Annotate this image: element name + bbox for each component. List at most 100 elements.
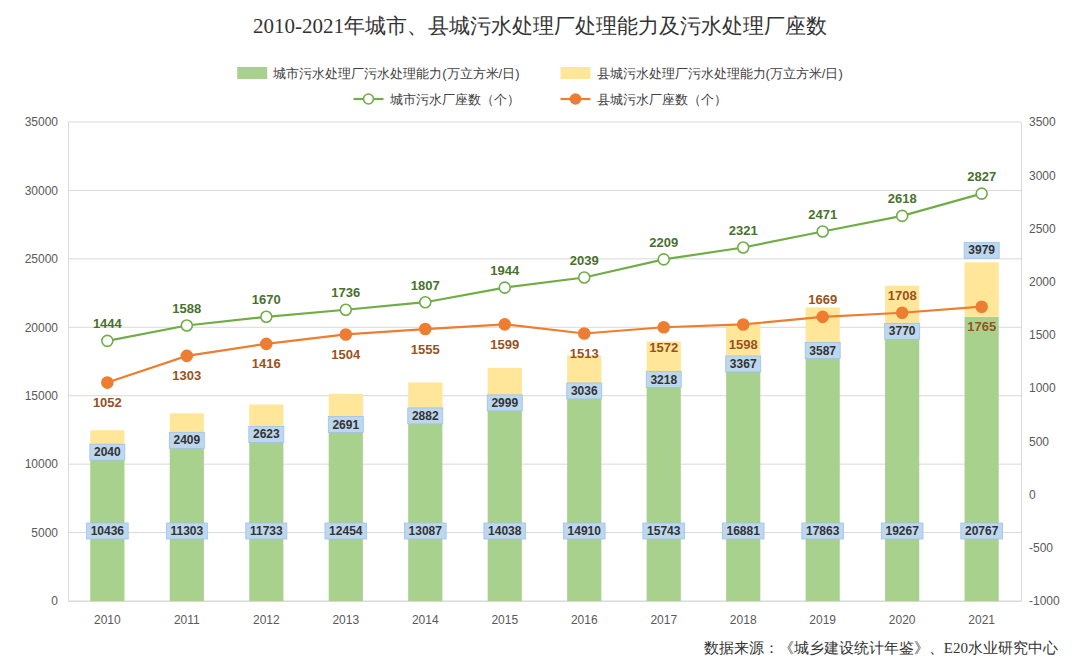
line-label: 1765 bbox=[967, 319, 996, 334]
legend-item: 县城污水厂座数（个） bbox=[561, 92, 727, 107]
chart: 2010-2021年城市、县城污水处理厂处理能力及污水处理厂座数 0 5000 100… bbox=[0, 0, 1080, 666]
label-box bbox=[643, 523, 685, 539]
marker bbox=[976, 188, 987, 199]
label-box bbox=[484, 523, 526, 539]
tick-label: 2017 bbox=[650, 613, 677, 627]
tick-label: 20000 bbox=[25, 321, 59, 335]
bar-label: 11733 bbox=[246, 523, 287, 539]
marker bbox=[658, 322, 669, 333]
bar bbox=[90, 430, 124, 458]
bar bbox=[965, 317, 999, 601]
tick-label: 2021 bbox=[968, 613, 995, 627]
marker bbox=[181, 350, 192, 361]
bar bbox=[408, 382, 442, 421]
label-box bbox=[567, 383, 602, 399]
tick-label: 2015 bbox=[491, 613, 518, 627]
marker bbox=[579, 272, 590, 283]
tick-label: 2013 bbox=[332, 613, 359, 627]
label-box bbox=[328, 417, 363, 433]
label-box bbox=[881, 523, 923, 539]
label-box bbox=[961, 523, 1003, 539]
legend-swatch bbox=[237, 67, 267, 79]
bar bbox=[806, 357, 840, 601]
bar-label-text: 14910 bbox=[568, 524, 602, 538]
tick: 0 bbox=[51, 594, 68, 608]
bar-label-text: 2409 bbox=[173, 433, 200, 447]
marker bbox=[261, 311, 272, 322]
bar bbox=[329, 431, 363, 601]
tick: 2013 bbox=[332, 601, 359, 627]
legend-label: 城市污水处理厂污水处理能力(万立方米/日) bbox=[272, 66, 519, 81]
bar-label-text: 10436 bbox=[91, 524, 125, 538]
marker bbox=[340, 329, 351, 340]
bar bbox=[329, 394, 363, 431]
label-box bbox=[964, 242, 999, 258]
line-label-text: 2618 bbox=[888, 191, 917, 206]
bar-label-text: 13087 bbox=[409, 524, 443, 538]
marker bbox=[976, 301, 987, 312]
grid-line bbox=[68, 395, 1021, 396]
bar bbox=[647, 386, 681, 601]
line-label: 1944 bbox=[490, 263, 520, 278]
y-axis: 05000100001500020000250003000035000 bbox=[25, 115, 69, 608]
line-label-text: 2471 bbox=[808, 207, 837, 222]
bar bbox=[567, 397, 601, 601]
bar-label-text: 14038 bbox=[488, 524, 522, 538]
legend-item: 城市污水处理厂污水处理能力(万立方米/日) bbox=[237, 66, 519, 81]
legend-label: 城市污水厂座数（个） bbox=[389, 92, 520, 107]
label-box bbox=[805, 343, 840, 359]
line-label-text: 2039 bbox=[570, 253, 599, 268]
marker bbox=[102, 335, 113, 346]
line-label: 1504 bbox=[331, 347, 361, 362]
tick-label: 5000 bbox=[31, 526, 58, 540]
line-label-text: 1598 bbox=[729, 337, 758, 352]
bar-label-text: 3979 bbox=[968, 243, 995, 257]
bar-label: 10436 bbox=[86, 523, 128, 539]
bar-label-text: 2999 bbox=[491, 396, 518, 410]
marker bbox=[499, 319, 510, 330]
label-box bbox=[404, 523, 446, 539]
tick-label: 2000 bbox=[1029, 275, 1056, 289]
label-box bbox=[563, 523, 605, 539]
line-label-text: 2827 bbox=[967, 169, 996, 184]
bar-label: 2691 bbox=[328, 417, 363, 433]
line-label: 1416 bbox=[252, 356, 281, 371]
grid-line bbox=[68, 122, 1021, 123]
legend-swatch bbox=[571, 94, 581, 104]
bar-label-text: 3218 bbox=[650, 373, 677, 387]
marker bbox=[261, 338, 272, 349]
background bbox=[0, 0, 1080, 666]
bar-label: 12454 bbox=[325, 523, 367, 539]
bar bbox=[726, 370, 760, 601]
line-label: 1708 bbox=[888, 288, 917, 303]
bar bbox=[806, 307, 840, 356]
bar-label-text: 2623 bbox=[253, 427, 280, 441]
line-label-text: 1708 bbox=[888, 288, 917, 303]
tick-label: 2012 bbox=[253, 613, 280, 627]
tick-label: 1000 bbox=[1029, 381, 1056, 395]
bar bbox=[249, 405, 283, 441]
label-box bbox=[885, 323, 920, 339]
tick: 2014 bbox=[412, 601, 439, 627]
bar-label: 2882 bbox=[408, 408, 443, 424]
line-label-text: 1599 bbox=[490, 337, 519, 352]
line-label-text: 1588 bbox=[172, 301, 201, 316]
bar bbox=[726, 324, 760, 370]
tick: 2000 bbox=[1021, 275, 1056, 289]
tick-label: 30000 bbox=[25, 184, 59, 198]
line-label: 2039 bbox=[570, 253, 599, 268]
tick-label: 35000 bbox=[25, 115, 59, 129]
label-box bbox=[166, 523, 207, 539]
grid-line bbox=[68, 327, 1021, 328]
line-label: 1303 bbox=[172, 368, 201, 383]
tick: 2015 bbox=[491, 601, 518, 627]
title: 2010-2021年城市、县城污水处理厂处理能力及污水处理厂座数 bbox=[253, 14, 827, 38]
line-label-text: 1555 bbox=[411, 342, 440, 357]
marker bbox=[817, 311, 828, 322]
marker bbox=[420, 297, 431, 308]
line-label: 1513 bbox=[570, 346, 599, 361]
line bbox=[107, 307, 981, 383]
y2-axis: -1000-5000500100015002000250030003500 bbox=[1021, 115, 1060, 608]
source-note: 数据来源：《城乡建设统计年鉴》、E20水业研究中心 bbox=[704, 640, 1058, 656]
tick: -1000 bbox=[1021, 594, 1060, 608]
